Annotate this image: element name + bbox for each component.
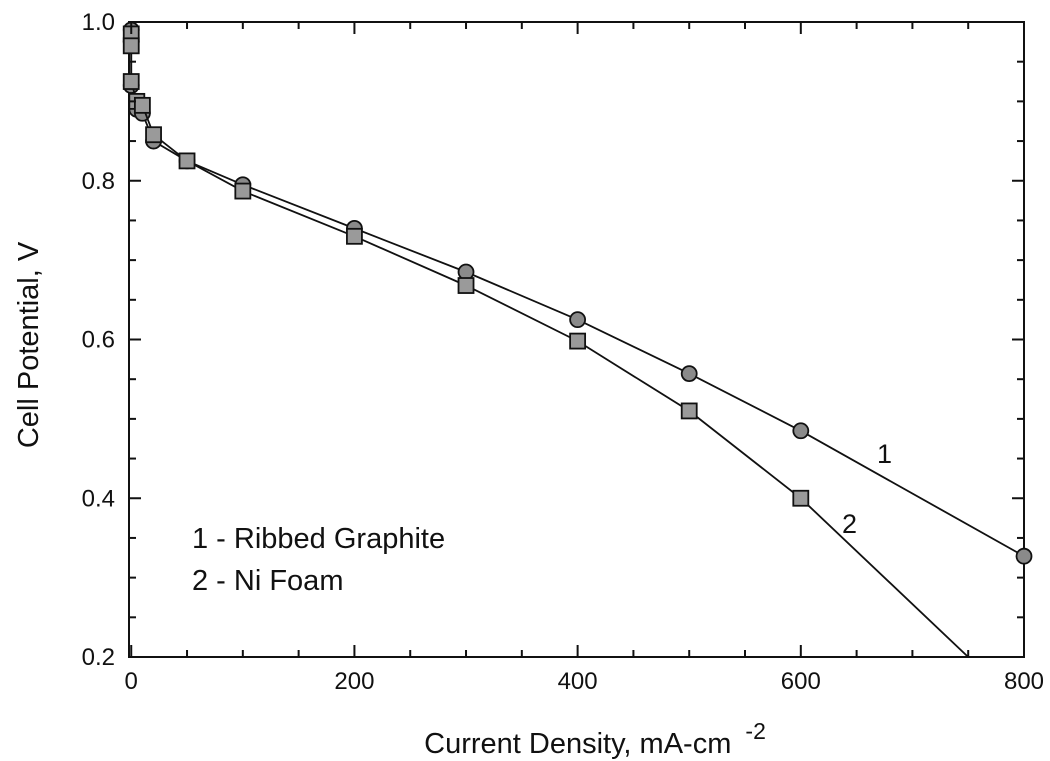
data-point [569, 311, 587, 329]
y-tick-label: 0.2 [82, 644, 115, 671]
x-tick-label: 800 [1004, 668, 1044, 695]
data-point [569, 332, 587, 350]
data-point [457, 277, 475, 294]
data-point [680, 402, 698, 420]
x-tick-label: 600 [781, 668, 821, 695]
x-axis-title-superscript: -2 [745, 718, 765, 744]
x-tick-label: 400 [558, 668, 598, 695]
y-axis-title: Cell Potential, V [13, 241, 45, 448]
axes-layer: 0.2 0.4 0.6 0.8 1.0 0 200 400 600 800 [82, 9, 1044, 695]
y-tick-label: 0.4 [82, 485, 115, 512]
data-point [1015, 547, 1033, 565]
data-point [792, 489, 810, 507]
legend-entry-1: 1 - Ribbed Graphite [192, 523, 445, 555]
data-point [346, 227, 363, 245]
curve-label-1: 1 [877, 439, 892, 469]
legend-entry-2: 2 - Ni Foam [192, 565, 343, 597]
y-tick-label: 0.8 [82, 168, 115, 195]
data-point [133, 96, 151, 114]
data-point [792, 422, 810, 440]
y-tick-label: 1.0 [82, 9, 115, 36]
x-tick-label: 0 [125, 668, 138, 695]
series-1 [122, 21, 1033, 565]
data-point [145, 126, 162, 144]
x-axis-title-text: Current Density, mA-cm [424, 728, 731, 760]
data-point [234, 182, 252, 200]
series-line [130, 33, 969, 658]
data-point [122, 73, 140, 90]
series-line [130, 29, 1025, 557]
series-2 [122, 25, 969, 658]
x-axis-title: Current Density, mA-cm -2 [424, 718, 766, 760]
data-point [680, 365, 698, 383]
x-tick-label: 200 [334, 668, 374, 695]
curve-label-2: 2 [842, 509, 857, 539]
series-layer [122, 21, 1033, 658]
data-point [122, 37, 140, 55]
y-tick-label: 0.6 [82, 327, 115, 354]
data-point [178, 152, 196, 170]
